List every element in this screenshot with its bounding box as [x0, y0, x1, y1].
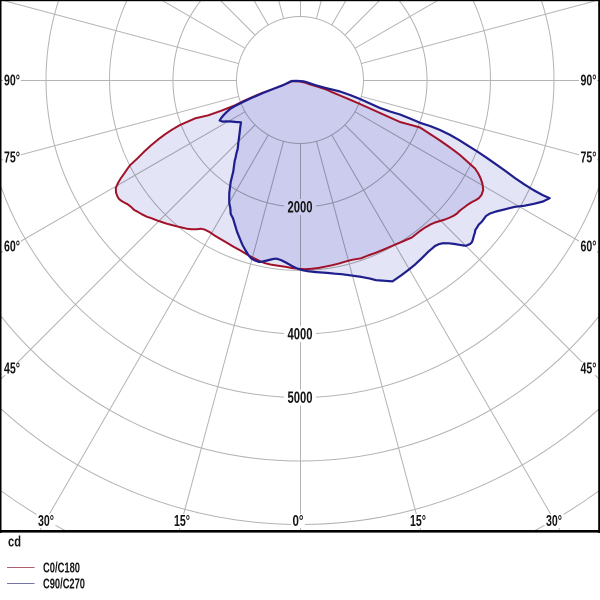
svg-text:90°: 90° — [581, 72, 597, 89]
svg-text:C90/C270: C90/C270 — [43, 577, 85, 593]
svg-text:15°: 15° — [174, 513, 190, 530]
svg-text:60°: 60° — [4, 238, 20, 255]
svg-text:15°: 15° — [410, 513, 426, 530]
svg-text:30°: 30° — [38, 513, 54, 530]
svg-text:5000: 5000 — [288, 389, 313, 407]
svg-text:75°: 75° — [4, 149, 20, 166]
svg-text:30°: 30° — [546, 513, 562, 530]
svg-text:75°: 75° — [581, 149, 597, 166]
svg-text:cd: cd — [8, 535, 21, 551]
svg-text:C0/C180: C0/C180 — [43, 561, 80, 577]
svg-text:90°: 90° — [4, 72, 20, 89]
svg-text:2000: 2000 — [288, 199, 313, 217]
svg-text:0°: 0° — [293, 513, 304, 530]
svg-text:45°: 45° — [581, 360, 597, 377]
svg-text:60°: 60° — [581, 238, 597, 255]
svg-text:45°: 45° — [4, 360, 20, 377]
svg-text:4000: 4000 — [288, 326, 313, 344]
